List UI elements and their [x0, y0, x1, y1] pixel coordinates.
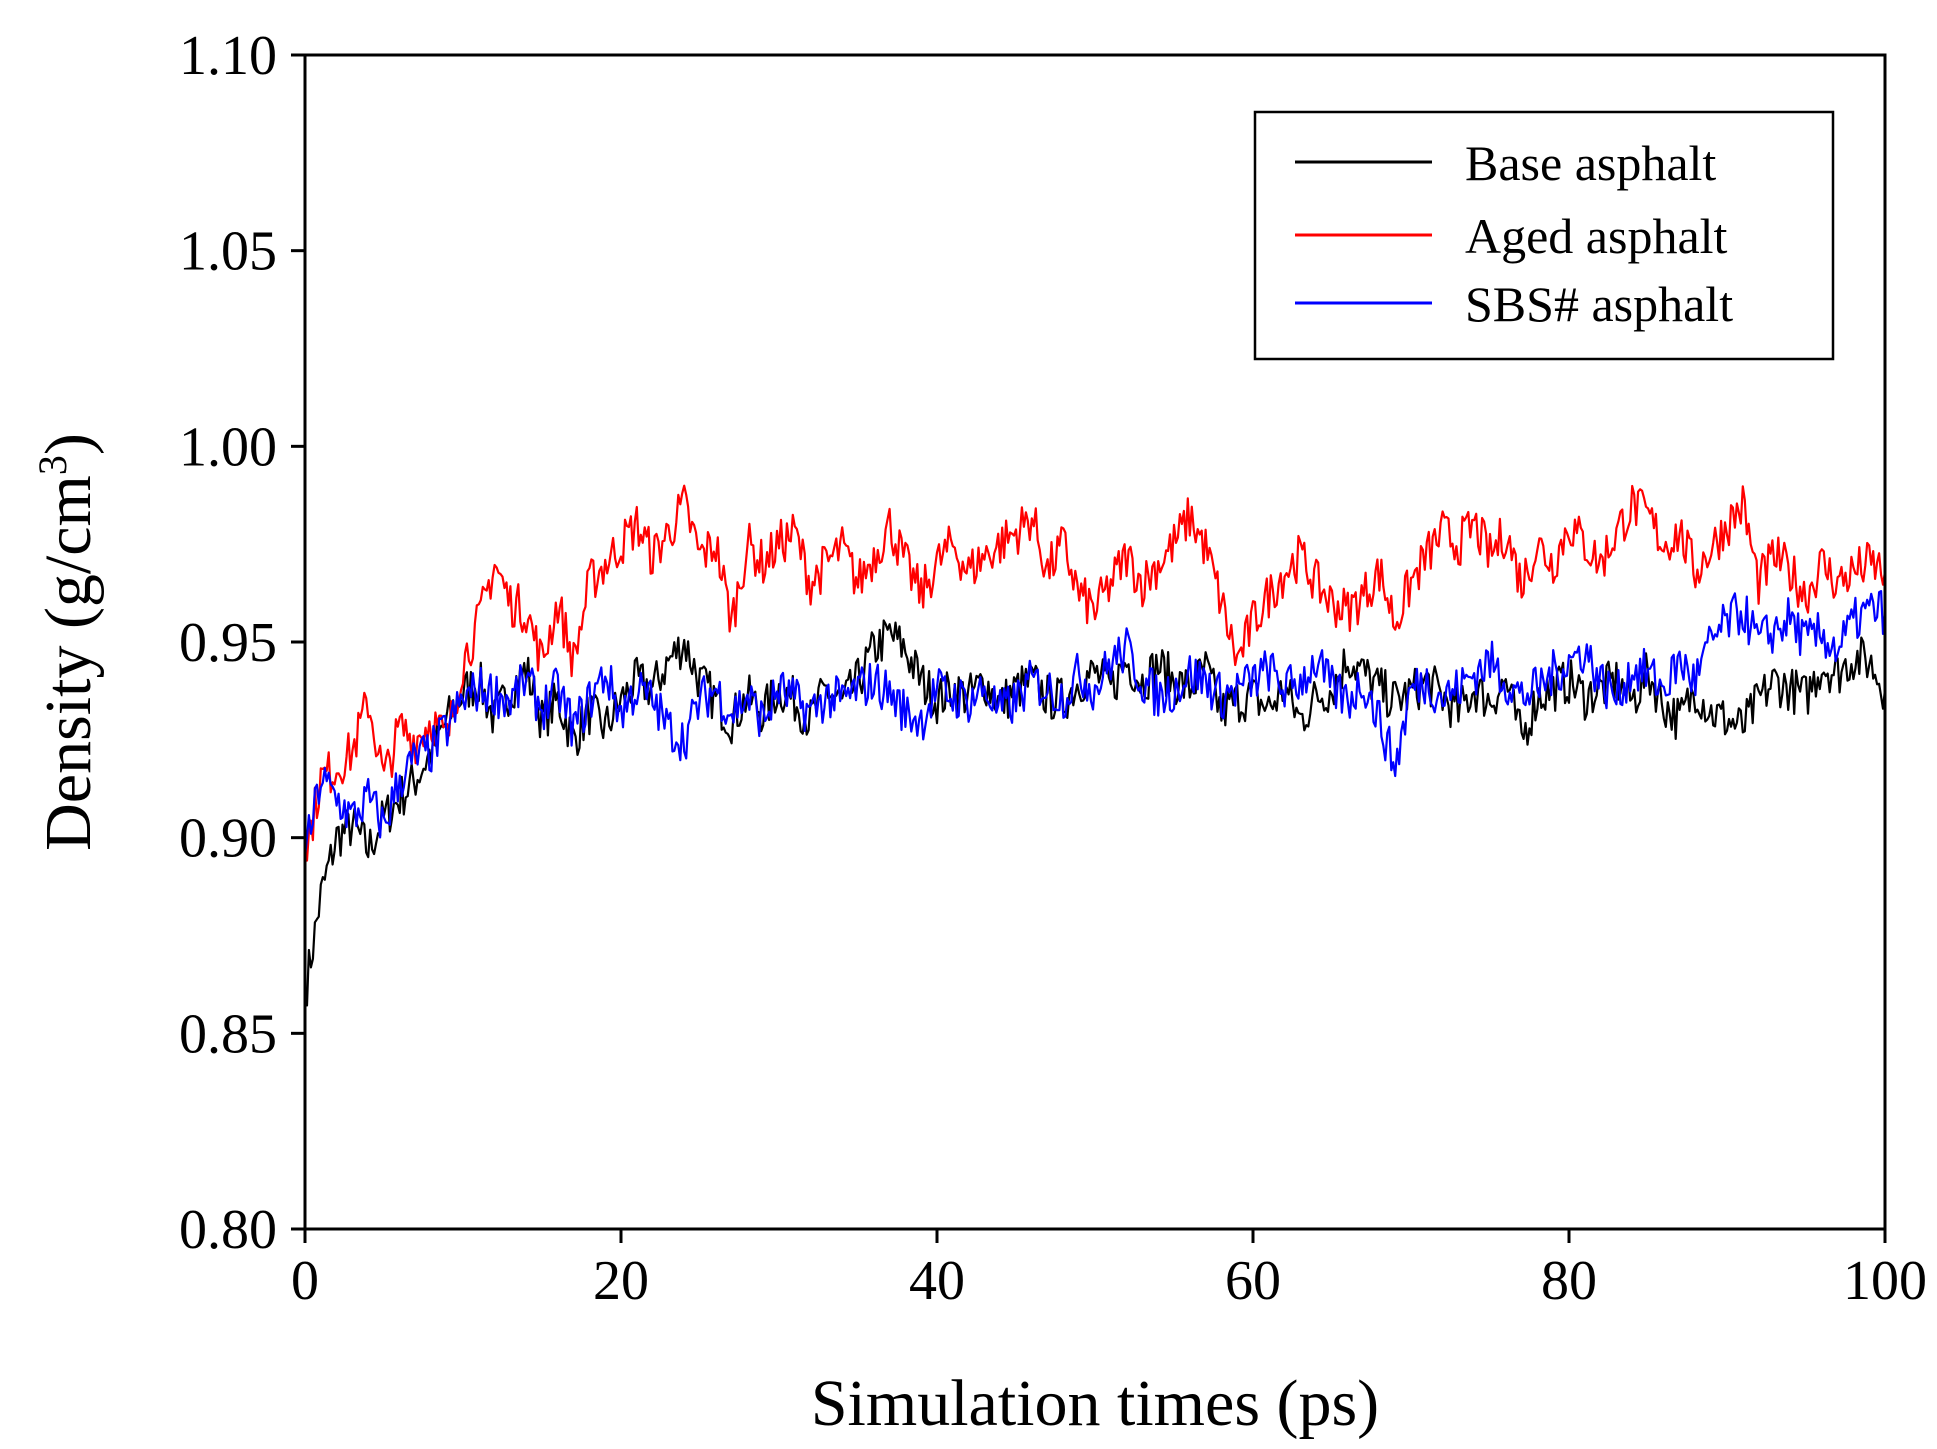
x-tick-label: 20	[593, 1250, 649, 1312]
series-line-0	[303, 619, 1887, 1007]
series-line-2	[303, 589, 1887, 858]
y-tick-label: 1.05	[179, 221, 277, 283]
legend: Base asphalt Aged asphalt SBS# asphalt	[1253, 110, 1835, 361]
y-axis-title-close: )	[32, 433, 105, 455]
series-layer	[303, 484, 1887, 1007]
x-axis-title: Simulation times (ps)	[811, 1367, 1379, 1440]
series-line-1	[304, 484, 1887, 862]
x-tick-label: 100	[1843, 1250, 1927, 1312]
y-axis-title-superscript: 3	[30, 455, 75, 475]
legend-entry-base: Base asphalt	[1295, 135, 1716, 191]
x-axis: 0 20 40 60 80 100	[291, 1229, 1927, 1312]
legend-entry-sbs: SBS# asphalt	[1295, 276, 1733, 332]
y-tick-label: 1.10	[179, 25, 277, 87]
y-tick-label: 1.00	[179, 416, 277, 478]
y-tick-label: 0.95	[179, 612, 277, 674]
x-tick-label: 40	[909, 1250, 965, 1312]
y-axis: 0.80 0.85 0.90 0.95 1.00 1.05 1.10	[179, 25, 305, 1261]
legend-entry-aged: Aged asphalt	[1295, 208, 1728, 264]
x-tick-label: 80	[1541, 1250, 1597, 1312]
legend-label-aged: Aged asphalt	[1465, 208, 1728, 264]
x-tick-label: 60	[1225, 1250, 1281, 1312]
legend-label-base: Base asphalt	[1465, 135, 1716, 191]
y-axis-title: Density (g/cm3)	[30, 433, 105, 851]
legend-label-sbs: SBS# asphalt	[1465, 276, 1733, 332]
x-tick-label: 0	[291, 1250, 319, 1312]
y-axis-title-main: Density (g/cm	[32, 475, 105, 851]
y-tick-label: 0.85	[179, 1003, 277, 1065]
y-tick-label: 0.80	[179, 1199, 277, 1261]
y-tick-label: 0.90	[179, 808, 277, 870]
